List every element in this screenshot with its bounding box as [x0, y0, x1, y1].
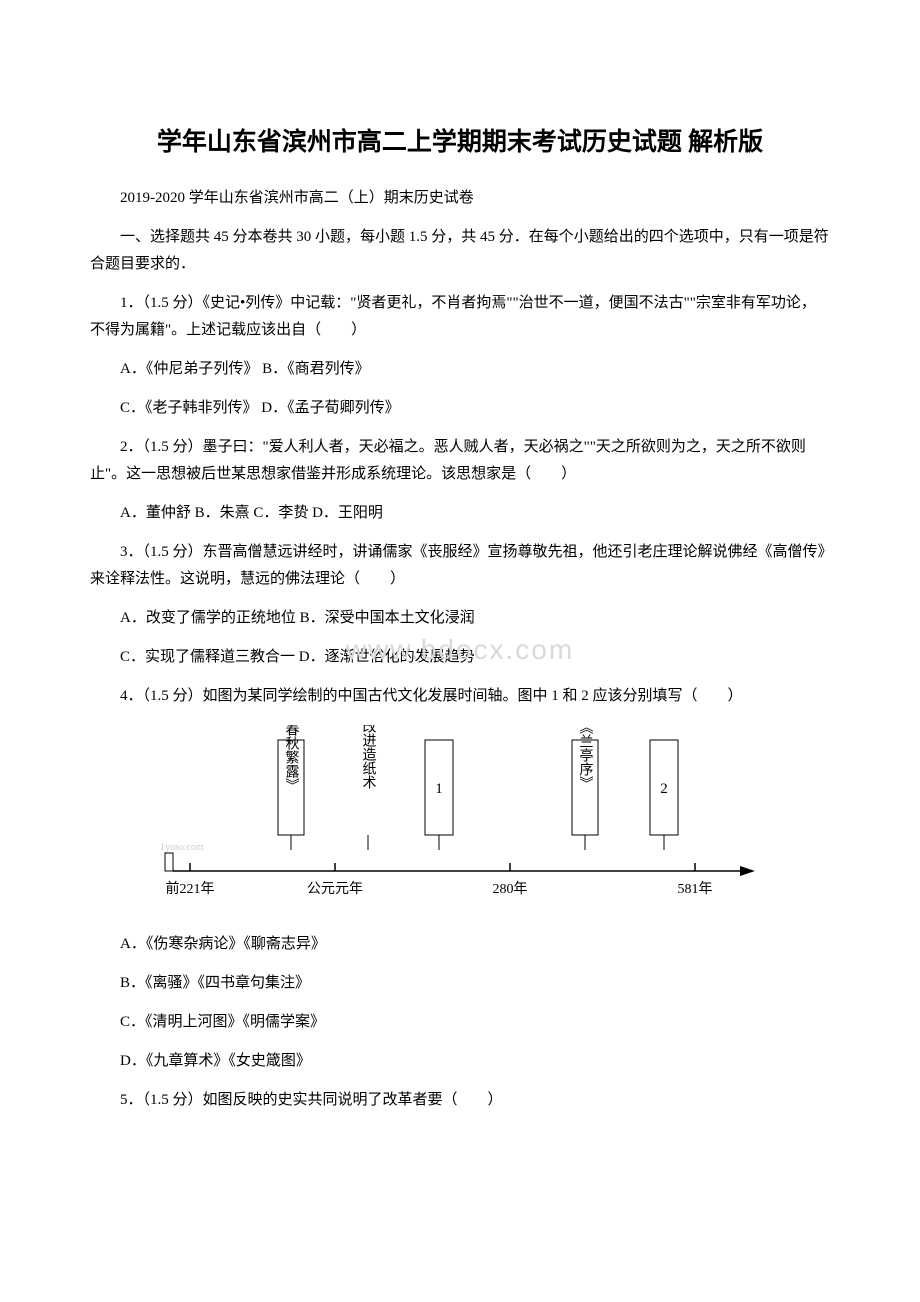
timeline-axis-tick-2: 公元元年 [307, 881, 363, 897]
question-1-options-ab: A．《仲尼弟子列传》 B．《商君列传》 [90, 356, 830, 383]
question-1-stem: 1．（1.5 分）《史记•列传》中记载："贤者更礼，不肖者拘焉""治世不一道，便… [90, 290, 830, 344]
question-2-stem: 2．（1.5 分）墨子曰："爱人利人者，天必福之。恶人贼人者，天必祸之""天之所… [90, 434, 830, 488]
timeline-axis-tick-1: 前221年 [166, 880, 215, 897]
question-4-stem: 4．（1.5 分）如图为某同学绘制的中国古代文化发展时间轴。图中 1 和 2 应… [90, 683, 830, 710]
page-title: 学年山东省滨州市高二上学期期末考试历史试题 解析版 [90, 120, 830, 165]
question-3-options-cd: C．实现了儒释道三教合一 D．逐渐世俗化的发展趋势 [90, 644, 830, 671]
timeline-axis-start-box [165, 853, 173, 871]
question-1-options-cd: C．《老子韩非列传》 D．《孟子荀卿列传》 [90, 395, 830, 422]
timeline-label-3: 《兰亭序》 [578, 725, 594, 790]
timeline-arrow-icon [740, 866, 755, 876]
question-5-stem: 5．（1.5 分）如图反映的史实共同说明了改革者要（ ） [90, 1087, 830, 1114]
timeline-box2-number: 2 [660, 781, 668, 797]
timeline-label-2: 蔡伦改进造纸术 [361, 725, 377, 789]
question-3-options-ab: A．改变了儒学的正统地位 B．深受中国本土文化浸润 [90, 605, 830, 632]
section-header: 一、选择题共 45 分本卷共 30 小题，每小题 1.5 分，共 45 分．在每… [90, 224, 830, 278]
question-2-options: A．董仲舒 B．朱熹 C．李贽 D．王阳明 [90, 500, 830, 527]
timeline-axis-tick-3: 280年 [493, 881, 528, 897]
question-4-option-c: C．《清明上河图》《明儒学案》 [90, 1009, 830, 1036]
timeline-box1-number: 1 [435, 781, 443, 797]
question-3-stem: 3．（1.5 分）东晋高僧慧远讲经时，讲诵儒家《丧服经》宣扬尊敬先祖，他还引老庄… [90, 539, 830, 593]
subtitle: 2019-2020 学年山东省滨州市高二（上）期末历史试卷 [90, 185, 830, 212]
timeline-watermark: 1yoso.com [160, 842, 204, 853]
timeline-svg: 1yoso.com 《春秋繁露》 蔡伦改进造纸术 1 《兰亭序》 2 [150, 725, 770, 905]
timeline-axis-tick-4: 581年 [678, 881, 713, 897]
question-4-option-b: B．《离骚》《四书章句集注》 [90, 970, 830, 997]
timeline-label-1: 《春秋繁露》 [284, 725, 300, 792]
timeline-diagram: 1yoso.com 《春秋繁露》 蔡伦改进造纸术 1 《兰亭序》 2 [90, 725, 830, 916]
question-4-option-d: D．《九章算术》《女史箴图》 [90, 1048, 830, 1075]
question-4-option-a: A．《伤寒杂病论》《聊斋志异》 [90, 931, 830, 958]
